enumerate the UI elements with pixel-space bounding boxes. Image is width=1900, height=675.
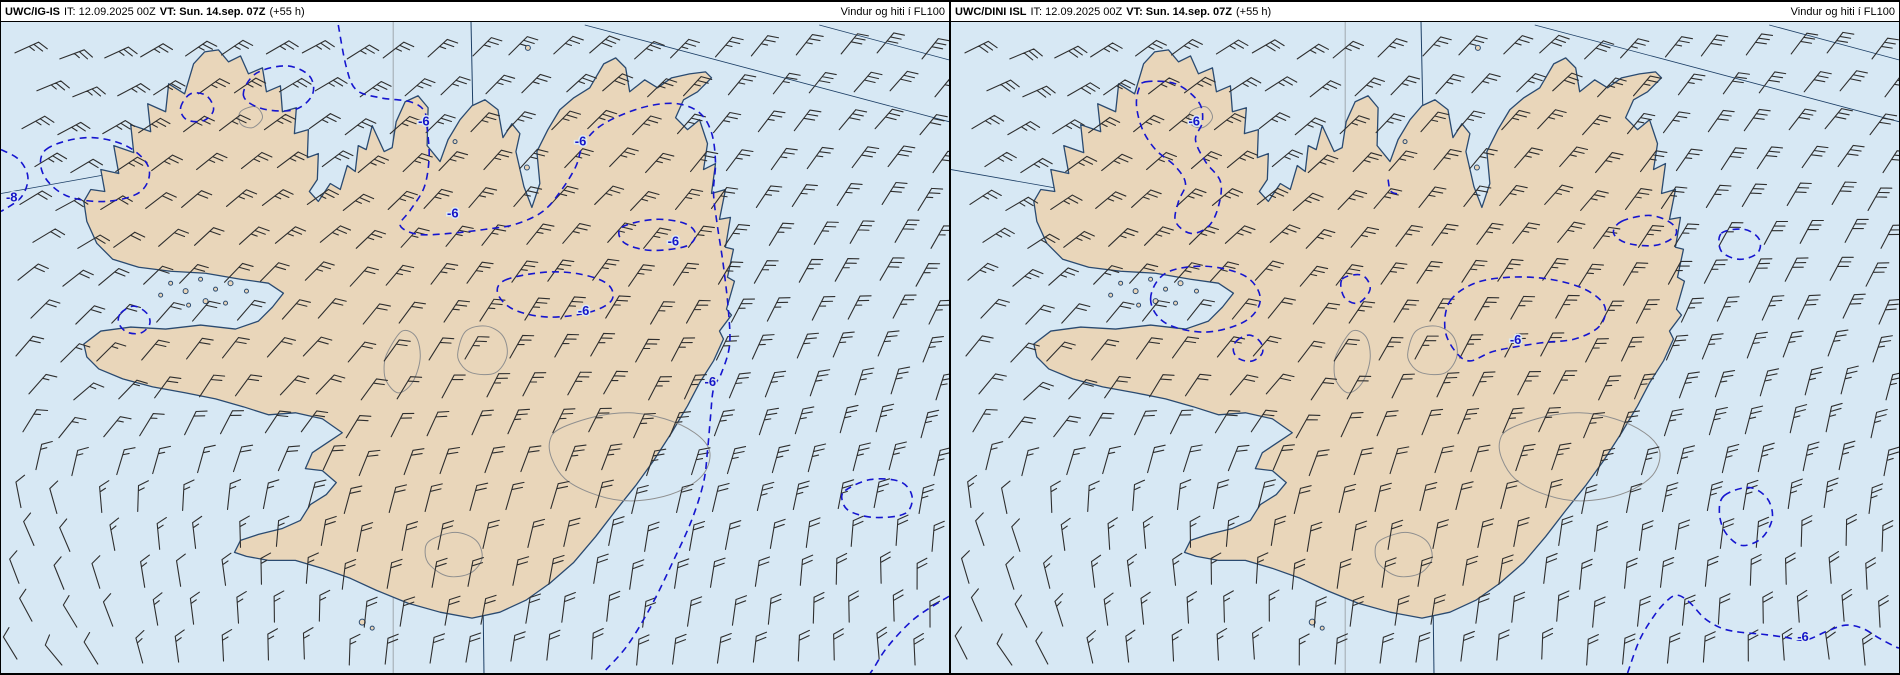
iceland-landmass	[1033, 49, 1686, 619]
product-title: Vindur og hiti í FL100	[840, 5, 945, 18]
contour-label: -6	[447, 205, 459, 220]
contour-labels-layer: -6 -6 -6	[1187, 112, 1810, 645]
contour-label: -6	[418, 114, 430, 129]
weather-map-right: -6 -6 -6	[951, 22, 1899, 673]
lead-time: (+55 h)	[1236, 5, 1272, 18]
contour-label: -8	[6, 189, 18, 204]
valid-time: VT: Sun. 14.sep. 07Z	[159, 5, 266, 18]
contour-label: -6	[1510, 332, 1522, 347]
temperature-contours-layer	[1, 24, 949, 673]
temperature-contours-layer	[1135, 80, 1899, 673]
panel-left: UWC/IG-IS IT: 12.09.2025 00Z VT: Sun. 14…	[0, 0, 950, 675]
panel-right-header: UWC/DINI ISL IT: 12.09.2025 00Z VT: Sun.…	[951, 0, 1899, 22]
contour-label: -6	[668, 233, 680, 248]
contour-label: -6	[575, 134, 587, 149]
contour-label: -6	[705, 374, 717, 389]
contour-label: -6	[1188, 114, 1200, 129]
map-area-right: -6 -6 -6	[951, 22, 1899, 673]
contour-labels-layer: -8 -6 -6 -6 -6 -6 -6	[4, 112, 717, 390]
model-label: UWC/DINI ISL	[955, 5, 1027, 18]
init-time: IT: 12.09.2025 00Z	[1030, 5, 1123, 18]
wind-barbs-layer	[954, 31, 1899, 666]
glaciers-layer	[1188, 106, 1661, 578]
map-area-left: -8 -6 -6 -6 -6 -6 -6	[1, 22, 949, 673]
init-time: IT: 12.09.2025 00Z	[64, 5, 156, 18]
valid-time: VT: Sun. 14.sep. 07Z	[1126, 5, 1232, 18]
model-label: UWC/IG-IS	[5, 5, 60, 18]
product-title: Vindur og hiti í FL100	[1790, 5, 1895, 18]
panel-right: UWC/DINI ISL IT: 12.09.2025 00Z VT: Sun.…	[950, 0, 1900, 675]
wind-barbs-layer	[2, 32, 949, 666]
panel-left-header: UWC/IG-IS IT: 12.09.2025 00Z VT: Sun. 14…	[1, 0, 949, 22]
contour-label: -6	[578, 303, 590, 318]
contour-label: -6	[1797, 629, 1809, 644]
weather-map-left: -8 -6 -6 -6 -6 -6 -6	[1, 22, 949, 673]
islands-layer	[158, 44, 531, 631]
lead-time: (+55 h)	[269, 5, 305, 18]
